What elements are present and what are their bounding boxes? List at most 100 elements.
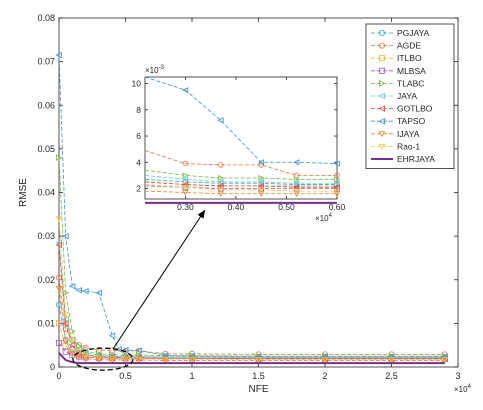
legend-label: MLBSA: [397, 66, 426, 76]
data-point-rao-1: [441, 357, 448, 364]
legend-label: TLABC: [397, 78, 424, 88]
y-tick-label: 0.08: [37, 13, 55, 23]
data-point-tapso: [68, 283, 76, 290]
legend-marker: [378, 105, 386, 112]
x-tick-label: 1: [189, 371, 194, 381]
legend-entry-itlbo: ITLBO: [371, 53, 422, 63]
inset-data-point-gotlbo: [333, 184, 340, 191]
data-point-rao-1: [82, 353, 89, 360]
series-line-ehrjaya: [58, 352, 445, 365]
data-point-ijaya: [82, 356, 89, 363]
inset-y-tick-label: 6: [136, 131, 141, 141]
data-point-itlbo: [56, 319, 63, 326]
legend-entry-rao-1: Rao-1: [371, 141, 420, 151]
data-point-ijaya: [135, 357, 143, 364]
series-tapso: [55, 51, 448, 360]
data-point-rao-1: [135, 356, 143, 363]
legend-entry-ijaya: IJAYA: [371, 129, 420, 139]
data-point-tapso: [95, 289, 102, 297]
y-tick-label: 0.02: [37, 275, 55, 285]
legend: PGJAYA AGDE ITLBO MLBSA TLABC JAYA GOTLBO TAPSO…: [365, 23, 455, 170]
data-point-tapso: [135, 347, 142, 354]
y-tick-label: 0.05: [37, 144, 55, 154]
inset-axis-ticks: 0.30 0.40 0.50 0.60 2 4 6 8 10: [132, 77, 346, 212]
inset-x-exponent: ×104: [315, 213, 333, 223]
x-axis-exponent-base: ×10: [454, 385, 468, 394]
main-series-layer: [55, 51, 449, 365]
inset-series-jaya: [144, 174, 340, 187]
inset-data-point-gotlbo: [217, 182, 224, 189]
data-point-mlbsa: [62, 348, 69, 355]
inset-series-line-agde: [144, 150, 337, 176]
inset-data-point-jaya: [333, 180, 340, 187]
data-point-mlbsa: [56, 340, 63, 347]
data-point-tapso: [62, 232, 69, 240]
inset-data-point-jaya: [182, 176, 189, 183]
inset-data-point-rao-1: [293, 188, 300, 195]
inset-data-point-gotlbo: [293, 184, 300, 191]
zoom-arrowhead: [197, 210, 205, 219]
data-point-tapso: [55, 51, 62, 59]
y-axis-label: RMSE: [18, 178, 29, 207]
inset-y-exponent: ×10-3: [145, 65, 165, 75]
y-tick-label: 0.04: [37, 188, 55, 198]
data-point-rao-1: [162, 356, 169, 363]
inset-data-point-rao-1: [182, 184, 189, 191]
inset-data-point-agde: [217, 162, 224, 168]
legend-marker: [378, 29, 385, 36]
main-axis-ticks: 0 0.5 1 1.5 2 2.5 3 0 0.01 0.02 0.03 0.04 0.05 0.06 0.…: [37, 13, 460, 381]
data-point-tlabc: [56, 154, 63, 161]
data-point-ijaya: [122, 357, 129, 364]
data-point-ijaya: [55, 285, 63, 292]
legend-entry-pgjaya: PGJAYA: [371, 28, 430, 38]
data-point-tlabc: [69, 327, 76, 335]
x-tick-label: 0.5: [119, 371, 132, 381]
legend-marker: [378, 42, 385, 49]
inset-y-tick-label: 4: [136, 157, 141, 167]
inset-x-tick-label: 0.30: [177, 202, 194, 212]
legend-label: TAPSO: [397, 116, 426, 126]
inset-data-point-ijaya: [333, 191, 341, 197]
y-tick-label: 0.07: [37, 57, 55, 67]
legend-label: PGJAYA: [397, 28, 430, 38]
series-line-tlabc: [58, 157, 445, 357]
inset-data-point-gotlbo: [257, 182, 265, 189]
legend-marker: [378, 117, 386, 125]
legend-label: EHRJAYA: [397, 154, 435, 164]
inset-data-point-tlabc: [334, 176, 341, 183]
legend-marker: [378, 143, 386, 150]
x-tick-label: 1.5: [252, 371, 265, 381]
legend-label: JAYA: [397, 91, 417, 101]
inset-data-point-gotlbo: [182, 181, 189, 188]
inset-series-line-tlabc: [144, 169, 337, 180]
inset-y-tick-label: 2: [136, 184, 141, 194]
data-point-rao-1: [188, 356, 196, 363]
data-point-ijaya: [69, 351, 76, 358]
data-point-rao-1: [62, 312, 69, 319]
inset-series-layer: [144, 76, 341, 204]
inset-data-point-tlabc: [258, 174, 265, 182]
legend-marker: [378, 131, 386, 138]
series-line-rao-1: [58, 218, 445, 360]
legend-label: IJAYA: [397, 129, 420, 139]
inset-data-point-tlabc: [217, 174, 225, 182]
data-point-ijaya: [108, 357, 116, 364]
legend-entry-tapso: TAPSO: [371, 116, 426, 126]
inset-x-tick-label: 0.40: [228, 202, 245, 212]
data-point-rao-1: [255, 357, 262, 364]
inset-x-tick-label: 0.50: [278, 202, 295, 212]
x-axis-exponent-power: 4: [468, 384, 472, 390]
series-line-tapso: [58, 55, 445, 357]
data-point-ijaya: [441, 357, 448, 364]
legend-entry-ehrjaya: EHRJAYA: [371, 154, 435, 164]
inset-data-point-rao-1: [258, 187, 265, 194]
legend-label: GOTLBO: [397, 104, 433, 114]
inset-data-point-tlabc: [293, 176, 300, 183]
legend-entry-agde: AGDE: [371, 41, 421, 51]
data-point-tapso: [82, 287, 89, 295]
legend-label: ITLBO: [397, 53, 422, 63]
y-tick-label: 0: [50, 362, 55, 372]
legend-entry-jaya: JAYA: [371, 91, 417, 101]
data-point-rao-1: [69, 338, 76, 345]
